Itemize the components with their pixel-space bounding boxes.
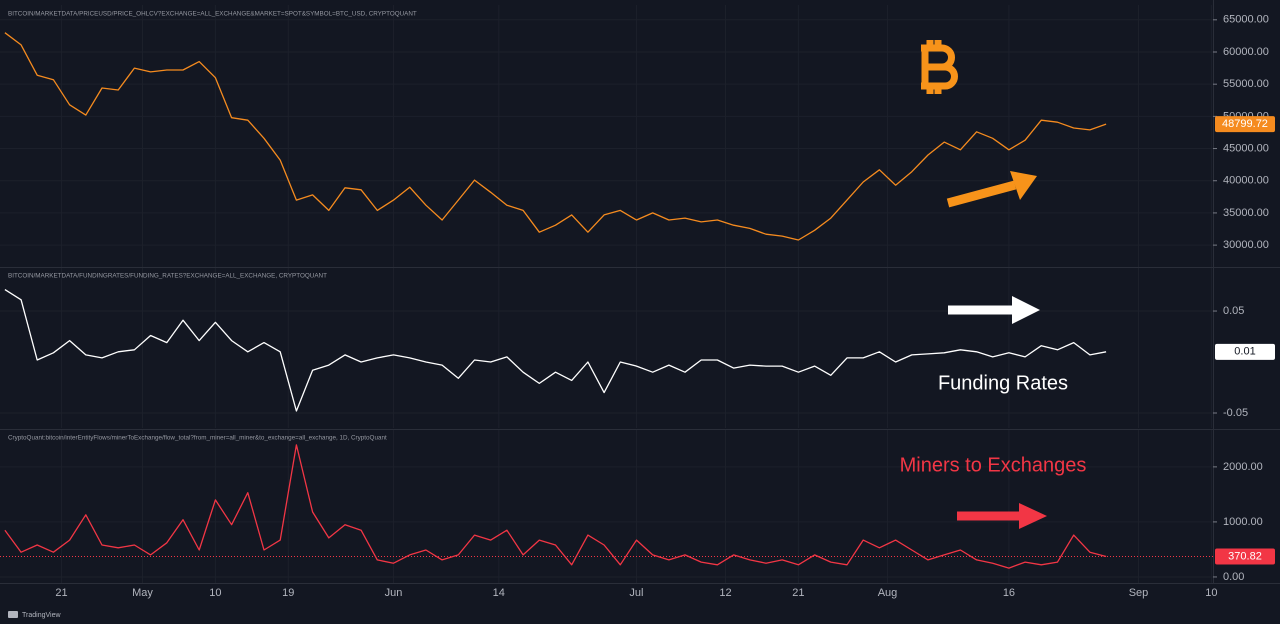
series-line (4, 32, 1107, 241)
y-tick-label: 0.05 (1223, 305, 1244, 317)
brand: TradingView (22, 612, 61, 619)
y-tick-label: 1000.00 (1223, 516, 1263, 528)
y-tick-label: 40000.00 (1223, 175, 1269, 187)
last-value-box (1215, 548, 1275, 565)
arrow-head (1010, 171, 1037, 200)
annotation: Miners to Exchanges (900, 454, 1087, 476)
last-value-box (1215, 343, 1275, 360)
x-tick-label: 12 (719, 587, 731, 599)
x-tick-label: 14 (493, 587, 505, 599)
y-tick-label: 60000.00 (1223, 46, 1269, 58)
y-tick-label: 2000.00 (1223, 461, 1263, 473)
x-tick-label: May (132, 587, 153, 599)
last-value-label: 370.82 (1228, 550, 1262, 562)
pane-title: BITCOIN/MARKETDATA/FUNDINGRATES/FUNDING_… (8, 273, 327, 280)
last-value-box (1215, 116, 1275, 133)
bitcoin-icon (921, 40, 958, 94)
pane-title: CryptoQuant:bitcoin/interEntityFlows/min… (8, 435, 387, 442)
last-value-label: 0.01 (1234, 346, 1255, 358)
y-tick-label: 0.00 (1223, 571, 1244, 583)
y-tick-label: -0.05 (1223, 407, 1248, 419)
x-tick-label: Jun (385, 587, 403, 599)
arrow-up (946, 171, 1037, 208)
x-tick-label: Aug (878, 587, 898, 599)
arrow-head (1019, 503, 1047, 529)
x-tick-label: 19 (282, 587, 294, 599)
grid (0, 5, 1213, 583)
x-tick-label: 21 (792, 587, 804, 599)
pane-title: BITCOIN/MARKETDATA/PRICEUSD/PRICE_OHLCV?… (8, 11, 417, 18)
last-value-label: 48799.72 (1222, 118, 1268, 130)
x-tick-label: Sep (1129, 587, 1149, 599)
brand-logo (8, 611, 18, 618)
y-tick-label: 30000.00 (1223, 239, 1269, 251)
y-tick-label: 55000.00 (1223, 78, 1269, 90)
arrow-right (948, 296, 1040, 324)
x-tick-label: 10 (209, 587, 221, 599)
x-tick-label: 16 (1003, 587, 1015, 599)
y-tick-label: 65000.00 (1223, 14, 1269, 26)
x-tick-label: 10 (1205, 587, 1217, 599)
arrow-shaft (946, 180, 1017, 208)
annotation: Funding Rates (938, 372, 1068, 394)
series-line (4, 289, 1107, 412)
arrow-right (957, 503, 1047, 529)
x-tick-label: 21 (55, 587, 67, 599)
y-tick-label: 35000.00 (1223, 207, 1269, 219)
x-tick-label: Jul (629, 587, 643, 599)
y-tick-label: 45000.00 (1223, 142, 1269, 154)
series-line (4, 444, 1107, 569)
arrow-head (1012, 296, 1040, 324)
